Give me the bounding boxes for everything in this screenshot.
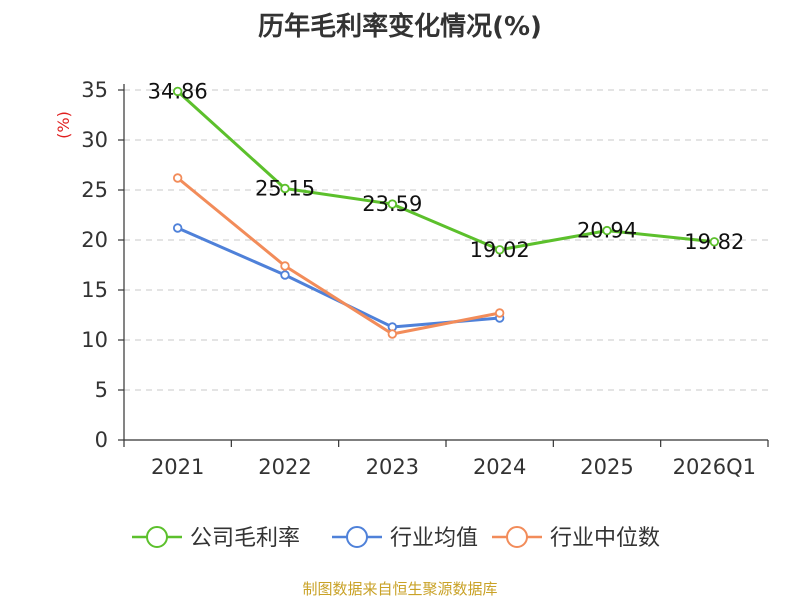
y-tick-label: 15 (81, 278, 108, 302)
y-axis-label: (%) (54, 111, 73, 139)
legend-item-0: 公司毛利率 (132, 526, 300, 551)
x-tick-label: 2021 (151, 455, 204, 479)
chart-title: 历年毛利率变化情况(%) (258, 12, 542, 42)
data-point (172, 173, 183, 183)
data-label: 20.94 (577, 219, 637, 243)
x-tick-label: 2026Q1 (673, 455, 756, 479)
legend-marker (506, 526, 528, 548)
y-tick-label: 25 (81, 178, 108, 202)
data-point (280, 183, 290, 194)
source-note: 制图数据来自恒生聚源数据库 (302, 580, 498, 598)
y-tick-label: 30 (81, 128, 108, 152)
data-point (709, 237, 720, 247)
legend: 公司毛利率 行业均值 行业中位数 (132, 526, 660, 551)
series-line-1 (177, 226, 500, 329)
y-tick-label: 35 (81, 78, 108, 102)
data-point (172, 86, 183, 97)
data-point (494, 245, 505, 255)
series-line-0 (176, 90, 715, 252)
y-tick-label: 5 (95, 378, 108, 402)
data-point (387, 199, 398, 209)
data-point (280, 261, 290, 271)
grid-lines (124, 89, 768, 391)
legend-label: 行业中位数 (550, 526, 660, 551)
legend-item-2: 行业中位数 (492, 526, 660, 551)
y-tick-label: 0 (95, 428, 108, 452)
data-point (602, 225, 612, 236)
x-tick-label: 2022 (258, 455, 311, 479)
data-label: 23.59 (362, 192, 422, 216)
x-tick-label: 2024 (473, 455, 526, 479)
data-label: 25.15 (255, 177, 315, 201)
legend-label: 行业均值 (390, 526, 478, 551)
series-line-2 (176, 176, 500, 336)
data-label: 19.02 (470, 238, 530, 262)
series-layer (172, 86, 720, 339)
y-tick-label: 10 (81, 328, 108, 352)
legend-item-1: 行业均值 (332, 526, 478, 551)
data-point (172, 223, 183, 233)
legend-marker (146, 526, 168, 548)
data-label: 34.86 (148, 79, 208, 103)
data-point (494, 308, 505, 318)
data-label: 19.82 (684, 230, 744, 254)
data-labels: 34.86 25.15 23.59 19.02 20.94 19.82 (148, 79, 745, 261)
data-point (387, 329, 398, 339)
legend-label: 公司毛利率 (190, 526, 300, 551)
x-tick-label: 2023 (366, 455, 419, 479)
x-tick-label: 2025 (580, 455, 633, 479)
data-point (280, 270, 290, 280)
legend-marker (346, 526, 368, 548)
y-tick-label: 20 (81, 228, 108, 252)
